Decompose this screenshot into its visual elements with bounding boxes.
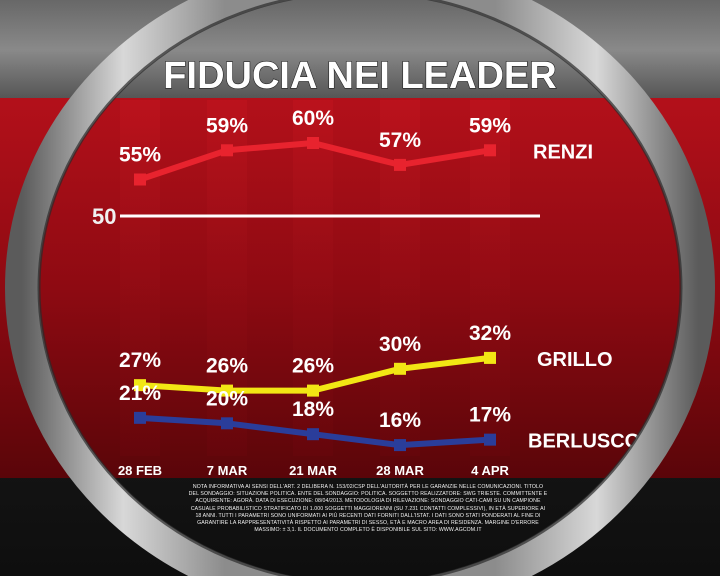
data-point xyxy=(394,439,406,452)
column-stripes xyxy=(120,100,510,456)
data-point xyxy=(394,158,406,171)
column-stripe xyxy=(293,100,333,456)
reference-line-label: 50 xyxy=(92,204,116,229)
x-tick-label: 4 APR xyxy=(471,463,509,478)
data-label: 17% xyxy=(469,404,511,427)
data-point xyxy=(221,144,233,157)
series-name-label: BERLUSCONI xyxy=(528,431,660,453)
data-point xyxy=(221,384,233,397)
column-stripe xyxy=(380,100,420,456)
lens-ring xyxy=(5,0,715,576)
footnote: Nota informativa ai sensi dell'art. 2 de… xyxy=(188,484,548,534)
series-name-label: RENZI xyxy=(533,141,593,163)
data-label: 26% xyxy=(206,355,248,378)
data-point xyxy=(484,351,496,364)
series-grillo: 27% 26% 26% 30% 32% GRILLO xyxy=(119,322,613,397)
column-stripe xyxy=(120,100,160,456)
series-renzi: 55% 59% 60% 57% 59% RENZI xyxy=(119,107,593,186)
data-label: 27% xyxy=(119,349,161,372)
data-label: 32% xyxy=(469,322,511,345)
lens-ring-inner xyxy=(37,0,683,576)
data-point xyxy=(134,379,146,392)
data-point xyxy=(307,384,319,397)
data-label: 60% xyxy=(292,107,334,130)
data-label: 18% xyxy=(292,398,334,421)
column-stripe xyxy=(207,100,247,456)
data-label: 59% xyxy=(206,114,248,137)
data-label: 55% xyxy=(119,144,161,167)
data-label: 20% xyxy=(206,387,248,410)
x-tick-label: 21 MAR xyxy=(289,463,337,478)
x-tick-label: 28 MAR xyxy=(376,463,424,478)
data-point xyxy=(307,137,319,149)
x-tick-label: 7 MAR xyxy=(207,463,248,478)
data-label: 30% xyxy=(379,333,421,356)
data-label: 59% xyxy=(469,114,511,137)
data-point xyxy=(484,144,496,157)
data-label: 57% xyxy=(379,129,421,152)
data-point xyxy=(134,173,146,186)
series-layer: 55% 59% 60% 57% 59% RENZI 27% 26% 26% 30% 32% GRILL… xyxy=(119,107,660,453)
x-axis: 28 FEB 7 MAR 21 MAR 28 MAR 4 APR xyxy=(118,463,510,478)
data-label: 16% xyxy=(379,409,421,432)
data-point xyxy=(134,411,146,424)
data-point xyxy=(484,433,496,446)
data-label: 21% xyxy=(119,382,161,405)
series-berlusconi: 21% 20% 18% 16% 17% BERLUSCONI xyxy=(119,382,660,453)
column-stripe xyxy=(470,100,510,456)
chart-title: FIDUCIA NEI LEADER xyxy=(163,55,556,97)
x-tick-label: 28 FEB xyxy=(118,463,162,478)
data-label: 26% xyxy=(292,355,334,378)
data-point xyxy=(221,417,233,430)
data-point xyxy=(394,362,406,375)
series-name-label: GRILLO xyxy=(537,349,613,371)
data-point xyxy=(307,428,319,441)
